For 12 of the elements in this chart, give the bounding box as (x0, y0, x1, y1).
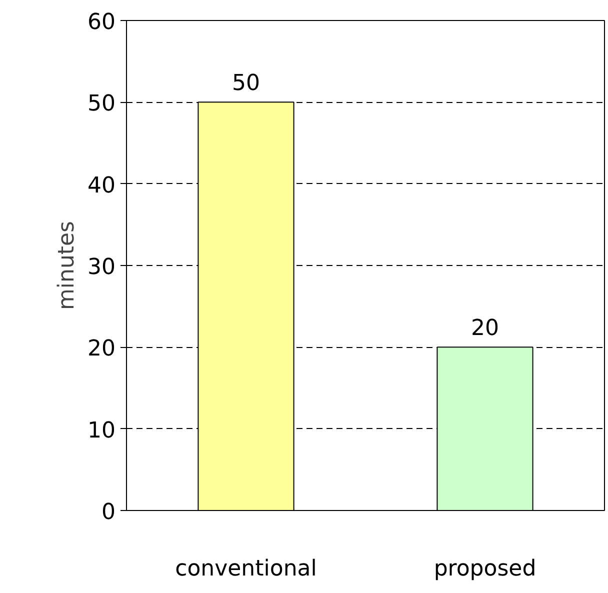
y-tick-label: 10 (88, 418, 116, 444)
y-tick-label: 60 (88, 10, 116, 35)
y-tick-label: 0 (102, 500, 116, 525)
data-label: 20 (471, 316, 500, 341)
y-tick-label: 30 (88, 255, 116, 280)
y-tick-label: 40 (88, 173, 116, 198)
y-tick-label: 20 (88, 336, 116, 362)
x-tick-label: conventional (175, 556, 317, 582)
y-tick-label: 50 (88, 92, 116, 117)
y-axis-title: minutes (54, 220, 80, 310)
x-tick-label: proposed (434, 556, 536, 582)
data-label: 50 (232, 70, 260, 96)
